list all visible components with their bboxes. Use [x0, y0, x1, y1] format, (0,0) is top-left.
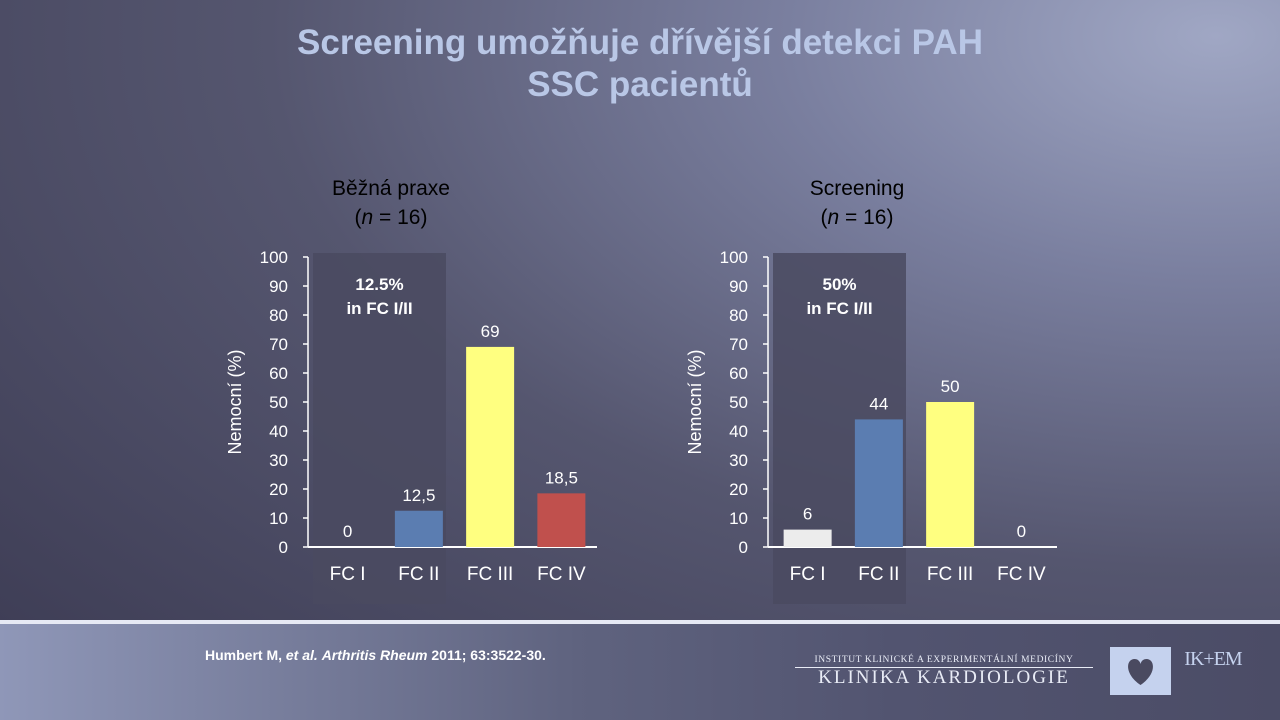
clinic-name: KLINIKA KARDIOLOGIE: [818, 667, 1070, 688]
chart-2-data-label: 0: [1017, 522, 1026, 541]
citation-journal: Arthritis Rheum: [321, 647, 428, 663]
chart-1-highlight-label: 12.5%: [355, 275, 403, 294]
chart-2-y-tick-label: 80: [729, 306, 748, 325]
chart-1-highlight-label: in FC I/II: [346, 299, 412, 318]
institute-name: INSTITUT KLINICKÉ A EXPERIMENTÁLNÍ MEDIC…: [795, 655, 1093, 668]
chart-2-y-tick-label: 10: [729, 509, 748, 528]
chart-1-y-tick-label: 50: [269, 393, 288, 412]
chart-2-data-label: 50: [941, 377, 960, 396]
chart-2-y-tick-label: 40: [729, 422, 748, 441]
slide-title: Screening umožňuje dřívější detekci PAH …: [0, 22, 1280, 106]
chart-1-n-value: = 16: [373, 206, 421, 229]
charts-canvas: 12.5%in FC I/II0102030405060708090100Nem…: [225, 248, 1046, 604]
chart-1-n-variable: n: [361, 206, 374, 229]
chart-1-y-tick-label: 100: [260, 248, 288, 267]
chart-1-bar-fc-iii: [466, 346, 515, 547]
title-line-1: Screening umožňuje dřívější detekci PAH: [297, 23, 983, 62]
citation-authors: Humbert M,: [205, 647, 286, 663]
chart-1-y-tick-label: 40: [269, 422, 288, 441]
chart-2-bar-fc-iii: [926, 402, 975, 547]
chart-1-y-tick-label: 70: [269, 335, 288, 354]
chart-2-y-tick-label: 50: [729, 393, 748, 412]
chart-1-bar-fc-ii: [394, 510, 443, 547]
chart-1-data-label: 18,5: [545, 468, 578, 487]
citation: Humbert M, et al. Arthritis Rheum 2011; …: [205, 647, 546, 663]
chart-2-title: Screening: [809, 177, 905, 200]
chart-2-y-axis-title: Nemocní (%): [685, 349, 705, 454]
chart-2-category-label: FC I: [790, 564, 826, 585]
chart-2-y-tick-label: 90: [729, 277, 748, 296]
chart-1-y-tick-label: 30: [269, 451, 288, 470]
footer-band: [0, 620, 1280, 720]
chart-2-y-tick-label: 0: [739, 538, 748, 557]
chart-1-y-axis-title: Nemocní (%): [225, 349, 245, 454]
chart-2-highlight-label: in FC I/II: [806, 299, 872, 318]
citation-etal: et al.: [285, 647, 318, 663]
ikem-logo: IK+EM: [1183, 648, 1243, 670]
citation-rest: 2011; 63:3522-30.: [427, 647, 546, 663]
chart-2-bar-fc-ii: [854, 419, 903, 547]
chart-2-y-tick-label: 100: [720, 248, 748, 267]
chart-1-data-label: 69: [481, 322, 500, 341]
chart-1-data-label: 0: [343, 522, 352, 541]
chart-1-category-label: FC III: [467, 564, 513, 585]
chart-1-y-tick-label: 60: [269, 364, 288, 383]
logo-heart-box: [1110, 647, 1171, 695]
chart-2-category-label: FC III: [927, 564, 973, 585]
chart-2-y-tick-label: 20: [729, 480, 748, 499]
chart-1-bar-fc-iv: [537, 493, 586, 547]
chart-2-y-tick-label: 70: [729, 335, 748, 354]
chart-2-data-label: 44: [869, 394, 888, 413]
heart-icon: [1128, 659, 1153, 685]
chart-2-category-label: FC II: [858, 564, 899, 585]
chart-1-category-label: FC IV: [537, 564, 586, 585]
chart-1-heading: Běžná praxe (n = 16): [241, 174, 541, 232]
chart-1-category-label: FC II: [398, 564, 439, 585]
chart-1-y-tick-label: 10: [269, 509, 288, 528]
chart-2-n-value: = 16: [839, 206, 887, 229]
chart-2-bar-fc-i: [783, 529, 832, 547]
footer-divider: [0, 620, 1280, 624]
chart-1-y-tick-label: 0: [279, 538, 288, 557]
chart-1-category-label: FC I: [330, 564, 366, 585]
chart-2-y-tick-label: 30: [729, 451, 748, 470]
chart-1-y-tick-label: 20: [269, 480, 288, 499]
chart-1-data-label: 12,5: [402, 486, 435, 505]
chart-1-y-tick-label: 90: [269, 277, 288, 296]
chart-1-subtitle: (n = 16): [354, 206, 428, 229]
chart-1-y-tick-label: 80: [269, 306, 288, 325]
chart-2-n-variable: n: [827, 206, 840, 229]
chart-2-category-label: FC IV: [997, 564, 1046, 585]
ikem-mark: IK+EM: [1184, 648, 1242, 670]
chart-1-title: Běžná praxe: [332, 177, 450, 200]
chart-2-highlight-label: 50%: [822, 275, 856, 294]
chart-2-subtitle: (n = 16): [820, 206, 894, 229]
title-line-2: SSC pacientů: [527, 65, 753, 104]
chart-2-y-tick-label: 60: [729, 364, 748, 383]
chart-2-data-label: 6: [803, 505, 812, 524]
chart-2-heading: Screening (n = 16): [707, 174, 1007, 232]
